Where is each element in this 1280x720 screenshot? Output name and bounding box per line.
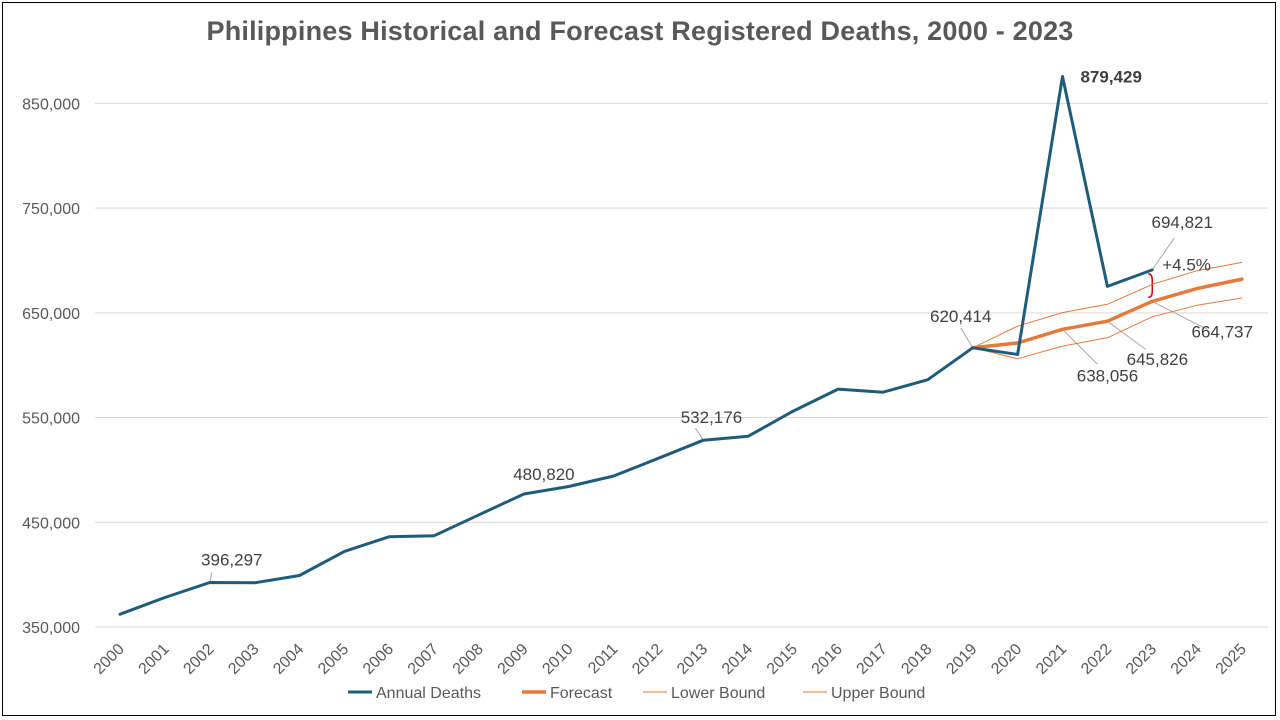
x-tick-label: 2015: [764, 641, 801, 678]
x-tick-label: 2016: [809, 641, 846, 678]
y-axis-ticks: 350,000 450,000 550,000 650,000 750,000 850,0…: [22, 96, 80, 637]
leader-line: [209, 572, 213, 583]
leader-line: [695, 427, 704, 441]
series-line-annual-deaths: [118, 75, 1154, 616]
leader-lines: [209, 237, 1208, 583]
data-label: 879,429: [1080, 68, 1141, 87]
x-tick-label: 2010: [539, 641, 576, 678]
data-labels: 396,297 480,820 532,176 620,414 879,429 694,8…: [201, 68, 1253, 570]
data-label: 396,297: [201, 551, 262, 570]
data-label: +4.5%: [1162, 255, 1211, 274]
series-line-lower-bound: [972, 297, 1243, 360]
x-tick-label: 2023: [1123, 641, 1160, 678]
x-tick-label: 2021: [1033, 641, 1070, 678]
x-tick-label: 2017: [854, 641, 891, 678]
legend-label: Annual Deaths: [376, 685, 481, 702]
x-tick-label: 2006: [360, 641, 397, 678]
x-tick-label: 2013: [674, 641, 711, 678]
series-line-upper-bound: [972, 261, 1243, 349]
x-tick-label: 2022: [1078, 641, 1115, 678]
leader-line: [1152, 300, 1208, 330]
data-label: 620,414: [930, 307, 991, 326]
x-tick-label: 2025: [1213, 641, 1250, 678]
y-tick-label: 550,000: [22, 411, 80, 428]
data-label: 694,821: [1152, 213, 1213, 232]
x-tick-label: 2008: [450, 641, 487, 678]
data-label: 532,176: [681, 408, 742, 427]
y-tick-label: 650,000: [22, 306, 80, 323]
data-label: 638,056: [1077, 366, 1138, 385]
x-tick-label: 2024: [1168, 641, 1205, 678]
leader-line: [960, 327, 974, 349]
data-label: 645,826: [1127, 350, 1188, 369]
leader-line: [1107, 320, 1146, 350]
legend-label: Lower Bound: [671, 685, 765, 702]
x-tick-label: 2005: [315, 641, 352, 678]
x-tick-label: 2011: [585, 641, 621, 677]
gap-bracket: [1148, 273, 1153, 299]
x-tick-label: 2000: [91, 641, 128, 678]
x-tick-label: 2020: [988, 641, 1025, 678]
x-tick-label: 2019: [943, 641, 980, 678]
y-tick-label: 350,000: [22, 620, 80, 637]
leader-line: [1062, 328, 1098, 365]
legend-label: Upper Bound: [831, 685, 925, 702]
x-tick-label: 2007: [405, 641, 442, 678]
y-tick-label: 850,000: [22, 96, 80, 113]
y-tick-label: 450,000: [22, 515, 80, 532]
x-tick-label: 2014: [719, 641, 756, 678]
y-tick-label: 750,000: [22, 201, 80, 218]
x-tick-label: 2009: [495, 641, 532, 678]
data-label: 664,737: [1192, 322, 1253, 341]
x-tick-label: 2003: [225, 641, 262, 678]
data-label: 480,820: [513, 465, 574, 484]
x-tick-label: 2002: [180, 641, 217, 678]
chart-title: Philippines Historical and Forecast Regi…: [206, 16, 1074, 46]
gridlines: [95, 102, 1268, 628]
x-tick-label: 2012: [629, 641, 666, 678]
series-line-forecast: [970, 277, 1244, 350]
x-tick-label: 2001: [136, 641, 173, 678]
legend: Annual Deaths Forecast Lower Bound Upper Bo…: [348, 685, 925, 702]
series-lines: [118, 75, 1244, 616]
leader-line: [1151, 237, 1175, 271]
x-tick-label: 2004: [270, 641, 307, 678]
legend-label: Forecast: [550, 685, 613, 702]
x-axis-ticks: 2000 2001 2002 2003 2004 2005 2006 2007 2008 2009…: [91, 641, 1250, 678]
x-tick-label: 2018: [898, 641, 935, 678]
